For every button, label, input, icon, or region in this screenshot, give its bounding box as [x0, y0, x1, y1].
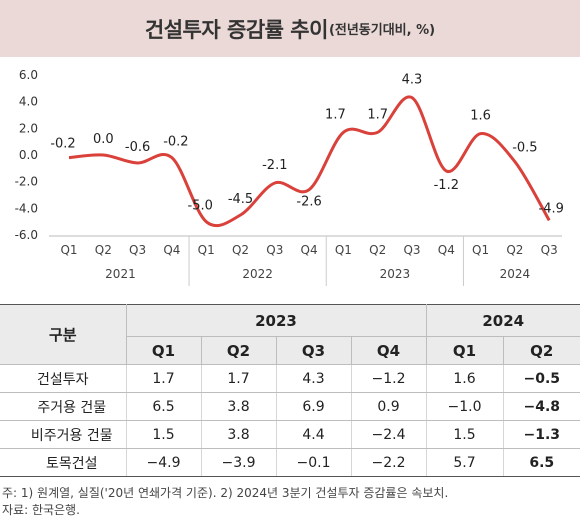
data-label: -2.6 [296, 195, 321, 210]
source-note: 자료: 한국은행. [2, 503, 80, 517]
year-label: 2022 [242, 267, 273, 281]
table-quarter-header: Q4 [351, 336, 427, 365]
table-year-header: 2024 [426, 304, 580, 337]
data-label: -1.2 [434, 178, 459, 193]
series-line [68, 95, 551, 228]
table-row: 주거용 건물 6.5 3.8 6.9 0.9 −1.0 −4.8 [0, 392, 580, 421]
table-row: 건설투자 1.7 1.7 4.3 −1.2 1.6 −0.5 [0, 364, 580, 393]
table-cell: 6.5 [503, 448, 580, 477]
table-row: 토목건설 −4.9 −3.9 −0.1 −2.2 5.7 6.5 [0, 448, 580, 477]
x-tick-label: Q2 [232, 243, 249, 257]
year-label: 2024 [500, 267, 531, 281]
x-tick-label: Q4 [438, 243, 455, 257]
x-tick-label: Q1 [335, 243, 352, 257]
table-quarter-header: Q1 [426, 336, 504, 365]
data-table: 구분 2023 2024 Q1 Q2 Q3 Q4 Q1 Q2 건설투자 1.7 … [0, 304, 580, 477]
data-label: -0.6 [125, 140, 150, 155]
row-label: 토목건설 [0, 448, 127, 477]
y-tick-label: -6.0 [15, 228, 38, 242]
data-label: -0.2 [163, 135, 188, 150]
y-tick-label: 4.0 [19, 95, 38, 109]
table-cell: 6.5 [126, 392, 202, 421]
table-cell: 6.9 [276, 392, 352, 421]
y-tick-label: -2.0 [15, 175, 38, 189]
table-cell: −3.9 [201, 448, 277, 477]
data-label: -2.1 [262, 158, 287, 173]
table-cell: 5.7 [426, 448, 504, 477]
table-corner-header: 구분 [0, 304, 127, 365]
table-row: 비주거용 건물 1.5 3.8 4.4 −2.4 1.5 −1.3 [0, 420, 580, 449]
year-label: 2023 [380, 267, 411, 281]
x-tick-label: Q1 [60, 243, 77, 257]
table-cell: −2.4 [351, 420, 427, 449]
row-label: 건설투자 [0, 364, 127, 393]
table-cell: −2.2 [351, 448, 427, 477]
table-quarter-header: Q2 [201, 336, 277, 365]
table-cell: 1.7 [201, 364, 277, 393]
y-tick-label: 2.0 [19, 121, 38, 135]
table-cell: −1.3 [503, 420, 580, 449]
table-cell: 0.9 [351, 392, 427, 421]
x-tick-label: Q2 [95, 243, 112, 257]
data-label: -5.0 [188, 199, 213, 214]
x-tick-label: Q3 [403, 243, 420, 257]
x-tick-label: Q3 [129, 243, 146, 257]
table-quarter-header: Q2 [503, 336, 580, 365]
x-tick-label: Q3 [266, 243, 283, 257]
x-tick-label: Q4 [163, 243, 180, 257]
x-tick-label: Q1 [472, 243, 489, 257]
table-cell: −1.0 [426, 392, 504, 421]
table-cell: 4.4 [276, 420, 352, 449]
table-cell: 1.5 [126, 420, 202, 449]
table-quarter-header: Q3 [276, 336, 352, 365]
table-cell: 3.8 [201, 420, 277, 449]
table-cell: 1.6 [426, 364, 504, 393]
table-cell: 1.5 [426, 420, 504, 449]
data-label: -4.5 [228, 192, 253, 207]
table-cell: −0.1 [276, 448, 352, 477]
x-tick-label: Q2 [369, 243, 386, 257]
data-label: -0.5 [512, 141, 537, 156]
table-cell: 1.7 [126, 364, 202, 393]
x-tick-label: Q3 [541, 243, 558, 257]
row-label: 주거용 건물 [0, 392, 127, 421]
y-tick-label: 0.0 [19, 148, 38, 162]
y-tick-label: -4.0 [15, 201, 38, 215]
data-label: 4.3 [402, 73, 423, 88]
data-label: 0.0 [93, 132, 114, 147]
data-label: -4.9 [539, 201, 564, 216]
table-cell: −4.9 [126, 448, 202, 477]
table-cell: −4.8 [503, 392, 580, 421]
data-label: -0.2 [50, 137, 75, 152]
y-tick-label: 6.0 [19, 68, 38, 82]
chart-title: 건설투자 증감률 추이 [144, 17, 329, 42]
x-tick-label: Q4 [301, 243, 318, 257]
table-year-header: 2023 [126, 304, 427, 337]
table-cell: 4.3 [276, 364, 352, 393]
data-label: 1.7 [367, 107, 388, 122]
table-cell: −0.5 [503, 364, 580, 393]
table-cell: 3.8 [201, 392, 277, 421]
x-tick-label: Q1 [198, 243, 215, 257]
title-bar: 건설투자 증감률 추이 (전년동기대비, %) [0, 0, 580, 57]
data-label: 1.7 [325, 107, 346, 122]
data-label: 1.6 [470, 109, 491, 124]
line-chart: 6.0 4.0 2.0 0.0 -2.0 -4.0 -6.0 Q1 Q2 Q3 Q4 Q1 Q2 Q3 Q4… [15, 68, 564, 286]
x-tick-label: Q2 [506, 243, 523, 257]
table-cell: −1.2 [351, 364, 427, 393]
year-label: 2021 [105, 267, 136, 281]
table-quarter-header: Q1 [126, 336, 202, 365]
footnote: 주: 1) 원계열, 실질('20년 연쇄가격 기준). 2) 2024년 3분… [2, 486, 449, 500]
chart-subtitle: (전년동기대비, %) [328, 23, 436, 38]
row-label: 비주거용 건물 [0, 420, 127, 449]
